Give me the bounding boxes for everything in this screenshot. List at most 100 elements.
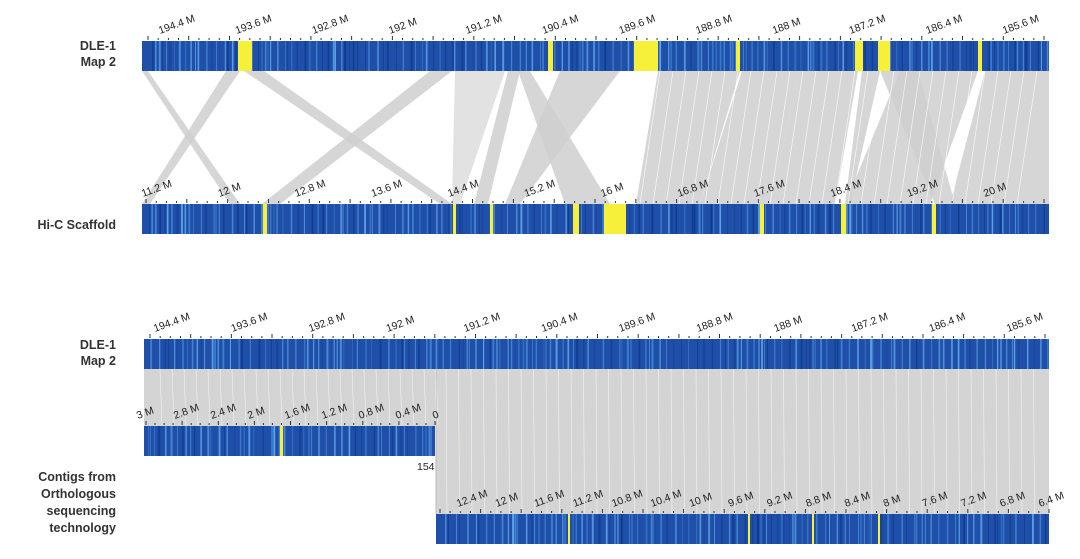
track-stripe [642, 204, 644, 234]
track-stripe [745, 41, 747, 71]
track-stripe [311, 204, 314, 234]
bottom-ref-ticks: 194.4 M 193.6 M 192.8 M 192 M 191.2 M 190.4 M… [149, 311, 1046, 338]
track-stripe [952, 41, 954, 71]
link-gap [821, 70, 843, 205]
highlight-stripe [855, 41, 863, 71]
track-stripe [826, 41, 828, 71]
track-stripe [532, 339, 533, 369]
track-stripe [752, 204, 755, 234]
link-gap [183, 368, 187, 427]
track-stripe [670, 204, 673, 234]
track-stripe [901, 41, 903, 71]
link-gap [508, 368, 510, 515]
track-stripe [214, 339, 216, 369]
track-stripe [276, 339, 279, 369]
link-gap [870, 368, 873, 515]
track-stripe [402, 204, 404, 234]
contig-1-end-label: 154 [417, 461, 435, 473]
track-stripe [321, 339, 323, 369]
track-stripe [357, 204, 359, 234]
track-stripe [870, 339, 872, 369]
track-stripe [538, 514, 540, 544]
track-stripe [788, 204, 791, 234]
track-stripe [291, 41, 293, 71]
track-stripe [751, 41, 753, 71]
track-stripe [670, 41, 672, 71]
track-stripe [703, 339, 705, 369]
track-stripe [896, 41, 898, 71]
track-stripe [866, 204, 868, 234]
track-stripe [729, 41, 732, 71]
track-stripe [304, 41, 307, 71]
track-stripe [766, 41, 768, 71]
track-stripe [264, 41, 267, 71]
highlight-stripe [978, 41, 982, 71]
track-stripe [404, 426, 405, 456]
synteny-link [636, 71, 740, 204]
top-ref-track-label: DLE-1 Map 2 [40, 38, 116, 70]
track-stripe [857, 339, 859, 369]
track-stripe [638, 204, 640, 234]
track-stripe [452, 41, 454, 71]
link-gap [652, 70, 674, 205]
track-stripe [267, 41, 269, 71]
track-stripe [660, 204, 662, 234]
track-stripe [428, 426, 431, 456]
track-stripe [905, 514, 907, 544]
track-stripe [999, 204, 1002, 234]
track-stripe [673, 339, 675, 369]
link-gap [658, 368, 660, 515]
track-stripe [581, 204, 582, 234]
track-stripe [645, 339, 647, 369]
tick-label: 190.4 M [541, 13, 581, 37]
link-gap [171, 368, 175, 427]
track-stripe [318, 426, 320, 456]
track-stripe [626, 339, 629, 369]
track-stripe [277, 41, 279, 71]
track-stripe [631, 514, 633, 544]
track-stripe [278, 426, 281, 456]
track-stripe [727, 204, 728, 234]
track-stripe [415, 41, 416, 71]
track-stripe [365, 41, 366, 71]
top-synteny-links [142, 70, 1049, 205]
track-stripe [770, 514, 772, 544]
track-stripe [984, 204, 985, 234]
track-stripe [688, 339, 689, 369]
track-stripe [800, 339, 803, 369]
link-gap [423, 368, 427, 427]
track-stripe [721, 514, 723, 544]
track-stripe [382, 41, 384, 71]
link-gap [938, 70, 960, 205]
bottom-ref-track-label: DLE-1 Map 2 [40, 337, 116, 369]
track-stripe [518, 339, 520, 369]
track-stripe [627, 41, 630, 71]
track-stripe [253, 204, 255, 234]
link-gap [983, 368, 985, 515]
synteny-link [770, 71, 858, 204]
link-gap [351, 368, 355, 427]
track-stripe [794, 514, 797, 544]
track-stripe [921, 514, 923, 544]
track-stripe [1022, 204, 1024, 234]
track-stripe [691, 204, 694, 234]
contig-2-track [436, 514, 1049, 544]
track-stripe [820, 41, 823, 71]
link-gap [545, 368, 548, 515]
track-stripe [421, 41, 423, 71]
track-stripe [348, 426, 351, 456]
highlight-stripe [634, 41, 658, 71]
track-stripe [877, 204, 879, 234]
track-stripe [1040, 41, 1042, 71]
track-stripe [273, 426, 276, 456]
track-stripe [282, 204, 284, 234]
link-gap [195, 368, 199, 427]
track-stripe [573, 339, 574, 369]
track-stripe [396, 41, 397, 71]
track-stripe [445, 514, 447, 544]
link-gap [733, 368, 735, 515]
track-stripe [164, 204, 166, 234]
track-stripe [386, 204, 388, 234]
track-stripe [459, 204, 461, 234]
track-stripe [788, 339, 791, 369]
